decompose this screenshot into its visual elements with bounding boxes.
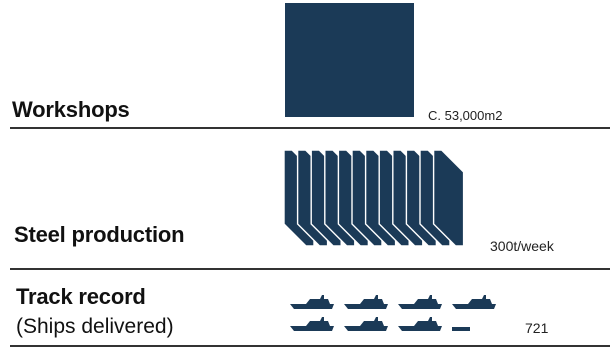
track-record-row: Track record (Ships delivered) 721	[0, 270, 616, 350]
steel-plate	[432, 149, 465, 247]
workshops-row: Workshops C. 53,000m2	[0, 0, 616, 130]
ships-delivered-label: (Ships delivered)	[16, 315, 174, 338]
ships-group	[290, 295, 496, 331]
ship-icon	[452, 295, 496, 309]
ship-partial-icon	[452, 327, 470, 331]
ship-icon	[344, 317, 388, 331]
steel-production-row: Steel production 300t/week	[0, 130, 616, 268]
ship-icon	[398, 317, 442, 331]
steel-production-value: 300t/week	[490, 238, 554, 254]
steel-production-label: Steel production	[14, 222, 185, 247]
ship-icon	[290, 317, 334, 331]
divider	[10, 127, 610, 129]
track-record-label: Track record	[16, 284, 146, 309]
ship-icon	[398, 295, 442, 309]
divider	[10, 268, 610, 270]
ships-delivered-value: 721	[525, 320, 549, 336]
ship-icon	[290, 295, 334, 309]
workshops-value: C. 53,000m2	[428, 108, 503, 123]
workshops-label: Workshops	[12, 97, 130, 122]
divider	[10, 345, 610, 347]
ship-icon	[344, 295, 388, 309]
area-square-icon	[285, 3, 414, 117]
steel-plates-icon	[283, 149, 465, 247]
